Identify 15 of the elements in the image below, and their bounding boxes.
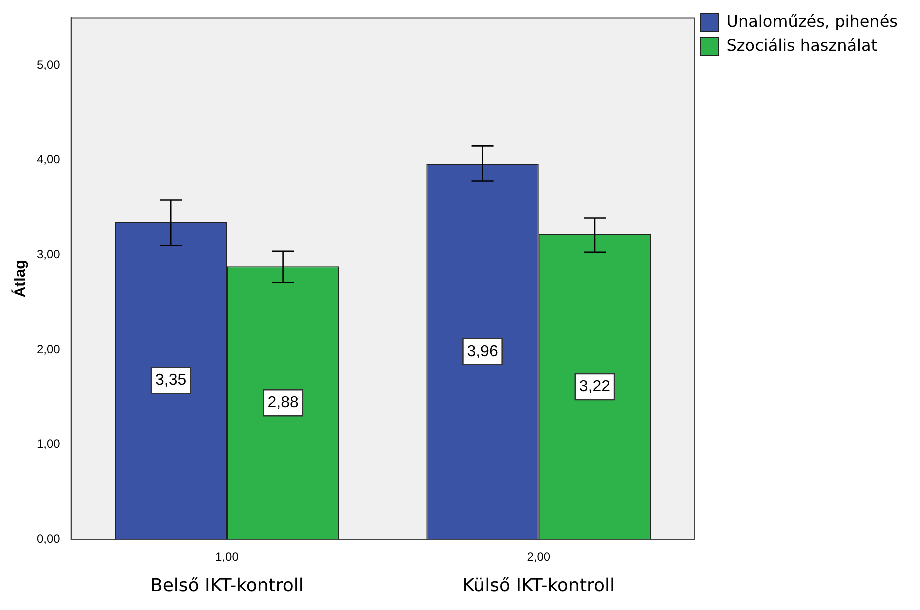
data-label: 3,35	[156, 372, 187, 390]
legend-label: Unaloműzés, pihenés	[726, 12, 898, 32]
y-axis-title: Átlag	[11, 260, 30, 298]
legend-label: Szociális használat	[726, 36, 878, 56]
y-tick-label: 1,00	[36, 437, 61, 452]
y-tick-label: 0,00	[36, 532, 61, 546]
y-tick-label: 4,00	[36, 152, 61, 167]
data-label: 2,88	[268, 394, 299, 412]
text: Külső IKT-kontroll	[462, 576, 616, 597]
y-tick-label: 2,00	[36, 342, 61, 356]
y-tick-label: 3,00	[36, 248, 61, 262]
data-label: 3,96	[467, 343, 498, 360]
data-label: 3,22	[579, 378, 611, 396]
y-tick-label: 5,00	[36, 58, 61, 72]
text: Belső IKT-kontroll	[150, 576, 304, 597]
